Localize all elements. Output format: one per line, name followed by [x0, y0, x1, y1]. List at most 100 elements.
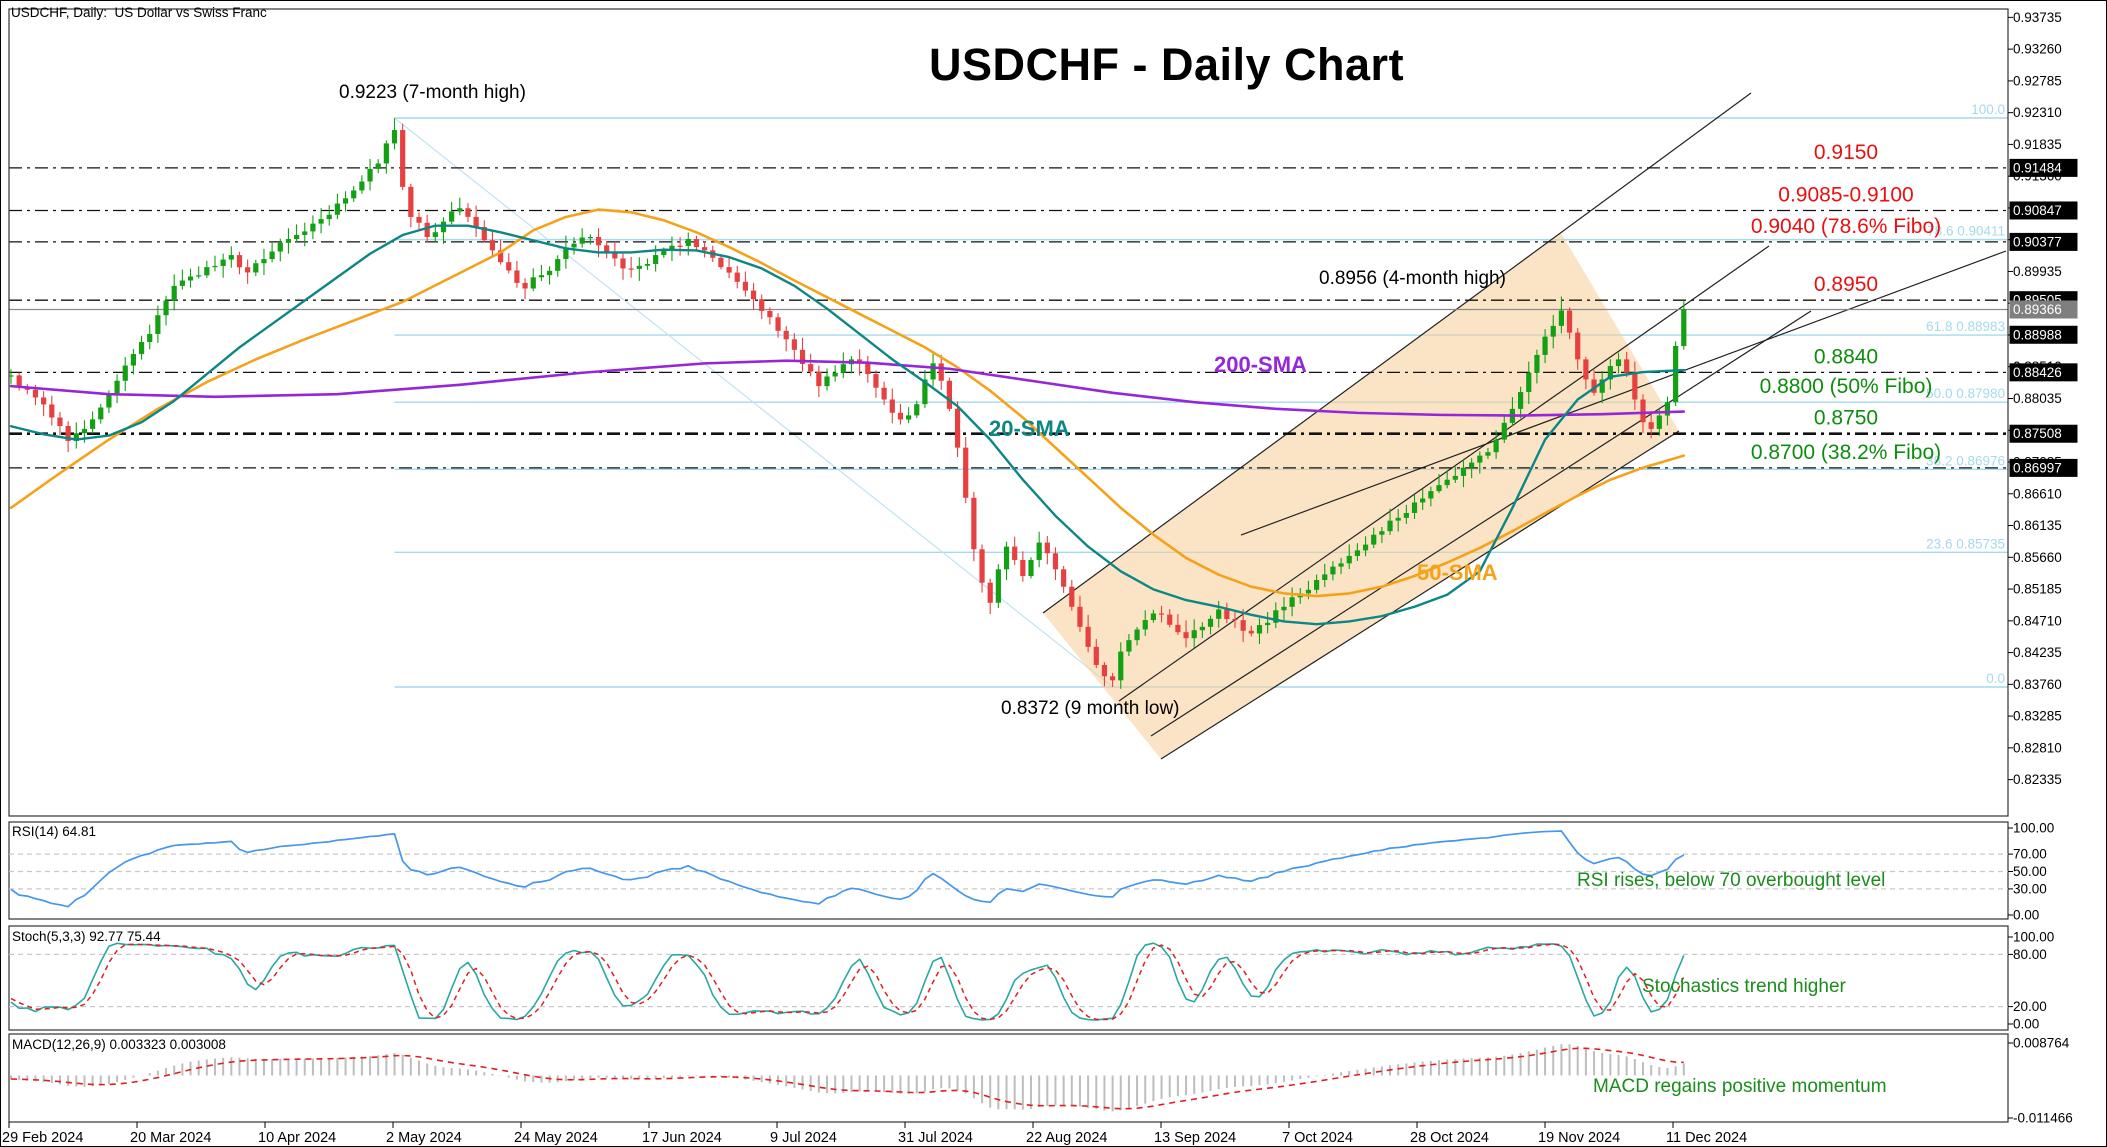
- candle-bearish: [620, 258, 626, 269]
- candle-bearish: [424, 222, 430, 238]
- s200-line: [9, 359, 1686, 417]
- candle-bearish: [1224, 609, 1230, 620]
- candle-bullish: [995, 569, 1001, 603]
- candle-bullish: [1379, 531, 1385, 535]
- stoch-tick-label: 100.00: [2013, 930, 2054, 945]
- date-tick-label: 28 Oct 2024: [1410, 1130, 1489, 1146]
- price-badge-label: 0.90847: [2013, 203, 2062, 218]
- candle-bullish: [530, 277, 536, 289]
- candle-bearish: [498, 250, 504, 263]
- note-macd: MACD regains positive momentum: [1593, 1076, 1887, 1097]
- price-badge: [2009, 325, 2078, 344]
- candle-bearish: [1624, 359, 1630, 373]
- price-badge: [2009, 300, 2078, 319]
- candle-bullish: [1411, 502, 1418, 513]
- price-badge-label: 0.90377: [2013, 234, 2062, 249]
- price-tick-label: 0.86135: [2013, 518, 2062, 533]
- candle-bullish: [228, 255, 234, 260]
- candle-bearish: [1640, 399, 1646, 423]
- date-tick-label: 29 Feb 2024: [2, 1130, 83, 1146]
- fib-level-label: 61.8 0.88983: [1926, 319, 2005, 334]
- fib-level-label: 100.0: [1971, 102, 2005, 117]
- candle-bullish: [1518, 392, 1524, 409]
- candle-bullish: [1256, 625, 1263, 634]
- s50-line: [9, 208, 1686, 598]
- candle-bullish: [1493, 439, 1499, 453]
- candle-bearish: [1020, 559, 1026, 577]
- price-tick-label: 0.83760: [2013, 677, 2062, 692]
- candle-bearish: [604, 245, 610, 253]
- candle-bullish: [9, 375, 14, 377]
- date-axis: 29 Feb 2024 20 Mar 2024 10 Apr 2024 2 May 2…: [2, 1122, 1747, 1146]
- rsi-tick-label: 50.00: [2013, 864, 2047, 879]
- candle-bearish: [16, 375, 22, 388]
- stoch-indicator-label: Stoch(5,3,3) 92.77 75.44: [12, 929, 161, 944]
- price-badge-label: 0.89366: [2013, 302, 2062, 317]
- rsi-tick-label: 70.00: [2013, 847, 2047, 862]
- candle-bullish: [130, 354, 136, 366]
- price-tick-label: 0.84710: [2013, 613, 2062, 628]
- price-badge: [2009, 158, 2078, 177]
- stoch-panel-frame: [8, 925, 2009, 1031]
- candle-bullish: [685, 239, 691, 246]
- candle-bearish: [742, 281, 748, 291]
- candle-bullish: [1273, 610, 1279, 623]
- price-axis: 0.937350.932600.927850.923100.918350.913…: [8, 8, 2078, 1126]
- stoch-k-line: [10, 942, 1685, 1021]
- candle-bullish: [122, 365, 128, 381]
- price-tick-label: 0.92310: [2013, 105, 2062, 120]
- candle-bullish: [1673, 346, 1679, 403]
- price-tick-label: 0.86610: [2013, 486, 2062, 501]
- candle-bullish: [1558, 310, 1564, 326]
- date-tick-label: 17 Jun 2024: [642, 1130, 722, 1146]
- fib-level-label: 0.0: [1986, 671, 2005, 686]
- candles: [9, 118, 1687, 689]
- fib-level-label: 38.2 0.86976: [1926, 453, 2005, 468]
- price-tick-label: 0.89935: [2013, 264, 2062, 279]
- candle-bearish: [1648, 422, 1654, 429]
- candle-bearish: [1240, 620, 1246, 631]
- candle-bullish: [269, 251, 275, 260]
- candle-bearish: [693, 239, 700, 248]
- macd-indicator-label: MACD(12,26,9) 0.003323 0.003008: [12, 1037, 226, 1052]
- candle-bullish: [1265, 622, 1271, 626]
- trendline: [1042, 92, 1752, 614]
- date-tick-label: 22 Aug 2024: [1026, 1130, 1107, 1146]
- candle-bullish: [391, 130, 398, 144]
- candle-bullish: [375, 163, 381, 169]
- trendline: [1240, 250, 2007, 536]
- candle-bearish: [1052, 553, 1059, 570]
- trendline: [1118, 245, 1770, 702]
- candle-bullish: [106, 393, 112, 408]
- candle-bullish: [832, 372, 838, 377]
- candle-bearish: [775, 317, 781, 331]
- candle-bullish: [302, 231, 308, 235]
- candle-bullish: [1681, 309, 1687, 347]
- candle-bullish: [546, 270, 553, 276]
- candle-bullish: [1444, 479, 1450, 486]
- candle-bullish: [1526, 372, 1532, 393]
- candle-bearish: [416, 216, 422, 223]
- candle-bearish: [489, 240, 496, 251]
- stoch-panel: [9, 942, 2008, 1021]
- price-badge: [2009, 232, 2078, 251]
- candle-bullish: [1501, 422, 1507, 440]
- candle-bearish: [1158, 613, 1165, 615]
- candle-bearish: [1085, 626, 1091, 647]
- candle-bullish: [579, 237, 585, 244]
- candle-bullish: [318, 219, 324, 224]
- annotation-9-month-low: 0.8372 (9 month low): [1001, 698, 1180, 719]
- date-tick-label: 24 May 2024: [514, 1130, 598, 1146]
- price-badge-label: 0.88426: [2013, 365, 2062, 380]
- candle-bullish: [1036, 542, 1042, 560]
- candle-bullish: [1664, 402, 1671, 416]
- candle-bearish: [1061, 569, 1067, 587]
- candle-bearish: [889, 399, 895, 413]
- candle-bullish: [1216, 609, 1222, 619]
- candle-bullish: [163, 300, 169, 316]
- candle-bullish: [449, 211, 455, 222]
- s20-sma: [9, 224, 1686, 626]
- candle-bullish: [1371, 534, 1377, 545]
- candle-bullish: [1346, 555, 1352, 564]
